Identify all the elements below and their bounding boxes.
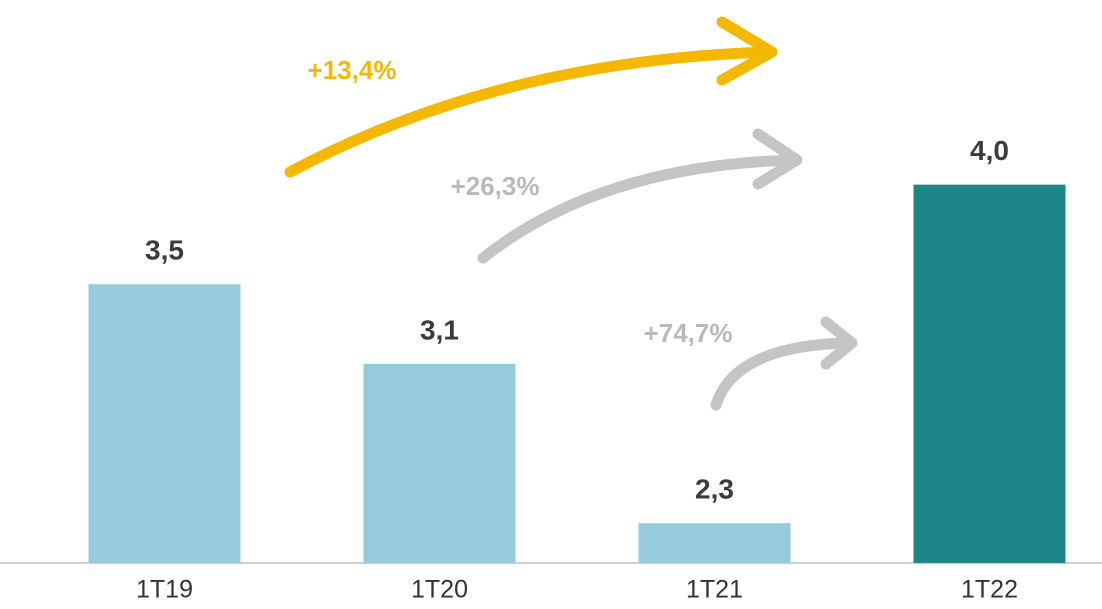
arrow-gray-2 — [710, 337, 856, 411]
x-tick-label: 1T22 — [961, 576, 1018, 604]
bar — [88, 284, 241, 563]
annotation: +74,7% — [644, 318, 733, 348]
bar — [913, 184, 1066, 564]
bar — [363, 363, 516, 563]
x-tick-label: 1T20 — [411, 576, 468, 604]
value-label: 4,0 — [970, 135, 1009, 166]
value-label: 2,3 — [695, 474, 734, 505]
x-tick-label: 1T21 — [686, 576, 743, 604]
growth-arrows — [284, 16, 858, 411]
arrow-yellow — [284, 46, 776, 178]
arrowhead-gray-2 — [820, 316, 858, 370]
x-tick-label: 1T19 — [136, 576, 193, 604]
value-label: 3,1 — [420, 314, 459, 345]
value-label: 3,5 — [145, 235, 184, 266]
annotation: +13,4% — [308, 55, 397, 85]
bar — [638, 523, 791, 563]
arrowhead-gray-1 — [752, 128, 803, 190]
annotation: +26,3% — [451, 171, 540, 201]
arrowhead-yellow — [716, 16, 778, 86]
arrow-gray-1 — [477, 154, 801, 264]
